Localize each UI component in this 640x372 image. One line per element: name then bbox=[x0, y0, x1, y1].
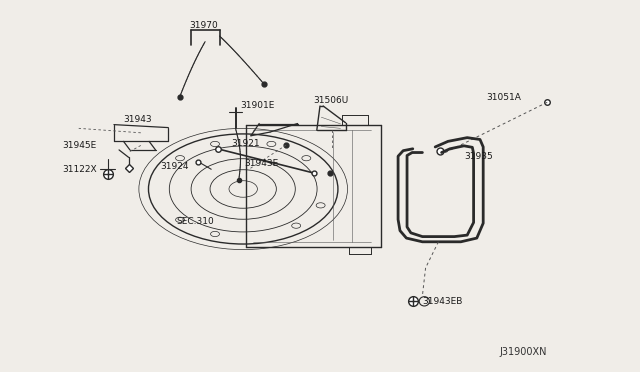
Text: 31051A: 31051A bbox=[486, 93, 521, 102]
Text: 31943EB: 31943EB bbox=[422, 297, 463, 306]
Text: 31935: 31935 bbox=[464, 152, 493, 161]
Text: 31921: 31921 bbox=[232, 139, 260, 148]
Text: J31900XN: J31900XN bbox=[499, 347, 547, 357]
Text: 31901E: 31901E bbox=[240, 101, 275, 110]
Text: 31943: 31943 bbox=[123, 115, 152, 124]
Text: SEC.310: SEC.310 bbox=[176, 217, 214, 226]
Text: 31945E: 31945E bbox=[63, 141, 97, 150]
Text: 31506U: 31506U bbox=[314, 96, 349, 105]
Text: 31122X: 31122X bbox=[63, 165, 97, 174]
Text: 31970: 31970 bbox=[189, 21, 218, 30]
Text: 31943E: 31943E bbox=[244, 159, 279, 168]
Text: 31924: 31924 bbox=[160, 162, 189, 171]
